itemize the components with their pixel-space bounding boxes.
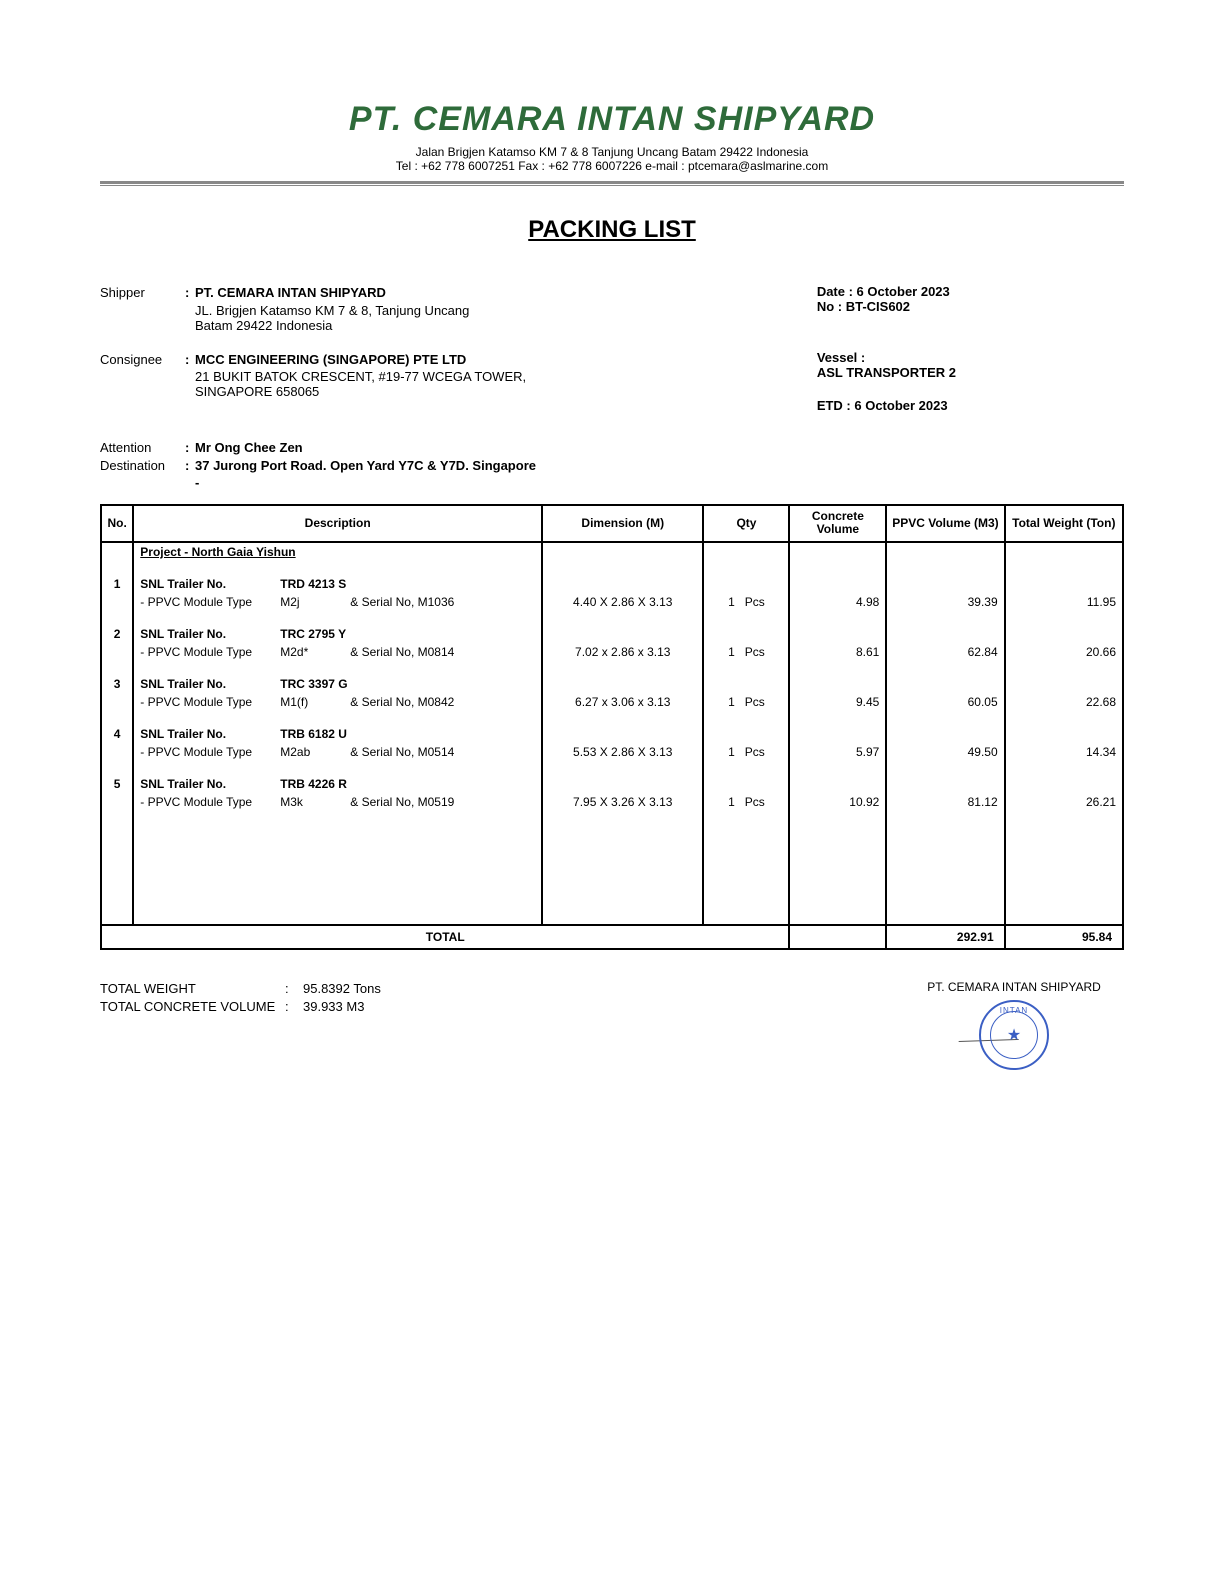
docno-value: BT-CIS602 [846, 299, 910, 314]
table-row: - PPVC Module TypeM2j& Serial No, M10364… [101, 593, 1123, 611]
attention-value: Mr Ong Chee Zen [195, 439, 303, 457]
total-weight-value: 95.8392 Tons [303, 980, 381, 998]
total-label: TOTAL [101, 925, 789, 949]
colon: : [285, 998, 303, 1016]
total-ppvc: 292.91 [886, 925, 1004, 949]
date-label: Date : [817, 284, 857, 299]
letterhead: PT. CEMARA INTAN SHIPYARD Jalan Brigjen … [100, 100, 1124, 173]
project-title: Project - North Gaia Yishun [140, 545, 295, 559]
shipper-addr2: Batam 29422 Indonesia [195, 318, 766, 333]
company-name: PT. CEMARA INTAN SHIPYARD [100, 100, 1124, 139]
packing-table: No. Description Dimension (M) Qty Concre… [100, 504, 1124, 951]
table-body: Project - North Gaia Yishun 1SNL Trailer … [101, 542, 1123, 949]
footer-totals: TOTAL WEIGHT : 95.8392 Tons TOTAL CONCRE… [100, 980, 381, 1070]
table-row: 2SNL Trailer No.TRC 2795 Y [101, 625, 1123, 643]
attention-block: Attention : Mr Ong Chee Zen Destination … [100, 439, 1124, 492]
consignee-label: Consignee [100, 351, 185, 369]
total-weight: 95.84 [1005, 925, 1123, 949]
th-no: No. [101, 505, 133, 543]
vessel-value: ASL TRANSPORTER 2 [817, 365, 1124, 380]
th-desc: Description [133, 505, 542, 543]
date-value: 6 October 2023 [857, 284, 950, 299]
info-right: Date : 6 October 2023 No : BT-CIS602 Ves… [817, 284, 1124, 413]
consignee-addr1: 21 BUKIT BATOK CRESCENT, #19-77 WCEGA TO… [195, 369, 766, 384]
colon: : [185, 351, 195, 369]
stamp-text-top: INTAN [1000, 1006, 1028, 1015]
shipper-name: PT. CEMARA INTAN SHIPYARD [195, 284, 766, 302]
signature-block: PT. CEMARA INTAN SHIPYARD INTAN ★ [904, 980, 1124, 1070]
total-conc-label: TOTAL CONCRETE VOLUME [100, 998, 285, 1016]
company-stamp-icon: INTAN ★ [979, 1000, 1049, 1070]
colon: : [285, 980, 303, 998]
colon: : [185, 457, 195, 475]
etd-value: 6 October 2023 [854, 398, 947, 413]
stamp-star-icon: ★ [1007, 1025, 1021, 1045]
th-conc: Concrete Volume [789, 505, 886, 543]
th-dim: Dimension (M) [542, 505, 703, 543]
table-row: - PPVC Module TypeM2ab& Serial No, M0514… [101, 743, 1123, 761]
table-row: - PPVC Module TypeM3k& Serial No, M05197… [101, 793, 1123, 811]
shipper-label: Shipper [100, 284, 185, 302]
total-conc-value: 39.933 M3 [303, 998, 364, 1016]
table-row: 3SNL Trailer No.TRC 3397 G [101, 675, 1123, 693]
vessel-label: Vessel : [817, 350, 1124, 365]
project-row: Project - North Gaia Yishun [101, 542, 1123, 561]
docno-label: No : [817, 299, 846, 314]
footer: TOTAL WEIGHT : 95.8392 Tons TOTAL CONCRE… [100, 980, 1124, 1070]
th-qty: Qty [703, 505, 789, 543]
total-weight-label: TOTAL WEIGHT [100, 980, 285, 998]
company-address: Jalan Brigjen Katamso KM 7 & 8 Tanjung U… [100, 145, 1124, 159]
th-wt: Total Weight (Ton) [1005, 505, 1123, 543]
consignee-addr2: SINGAPORE 658065 [195, 384, 766, 399]
destination-label: Destination [100, 457, 185, 475]
totals-row: TOTAL 292.9195.84 [101, 925, 1123, 949]
table-row: 5SNL Trailer No.TRB 4226 R [101, 775, 1123, 793]
table-row: - PPVC Module TypeM1(f)& Serial No, M084… [101, 693, 1123, 711]
colon: : [185, 284, 195, 302]
table-row: 1SNL Trailer No.TRD 4213 S [101, 575, 1123, 593]
shipper-addr1: JL. Brigjen Katamso KM 7 & 8, Tanjung Un… [195, 303, 766, 318]
table-row: - PPVC Module TypeM2d*& Serial No, M0814… [101, 643, 1123, 661]
etd-label: ETD : [817, 398, 855, 413]
document-title: PACKING LIST [100, 216, 1124, 244]
consignee-name: MCC ENGINEERING (SINGAPORE) PTE LTD [195, 351, 766, 369]
company-contact: Tel : +62 778 6007251 Fax : +62 778 6007… [100, 159, 1124, 173]
signature-company: PT. CEMARA INTAN SHIPYARD [904, 980, 1124, 994]
destination-dash: - [195, 474, 199, 492]
table-header-row: No. Description Dimension (M) Qty Concre… [101, 505, 1123, 543]
table-row: 4SNL Trailer No.TRB 6182 U [101, 725, 1123, 743]
colon: : [185, 439, 195, 457]
attention-label: Attention [100, 439, 185, 457]
th-ppvc: PPVC Volume (M3) [886, 505, 1004, 543]
info-block: Shipper : PT. CEMARA INTAN SHIPYARD JL. … [100, 284, 1124, 413]
info-left: Shipper : PT. CEMARA INTAN SHIPYARD JL. … [100, 284, 766, 413]
destination-value: 37 Jurong Port Road. Open Yard Y7C & Y7D… [195, 457, 536, 475]
header-rule [100, 181, 1124, 186]
